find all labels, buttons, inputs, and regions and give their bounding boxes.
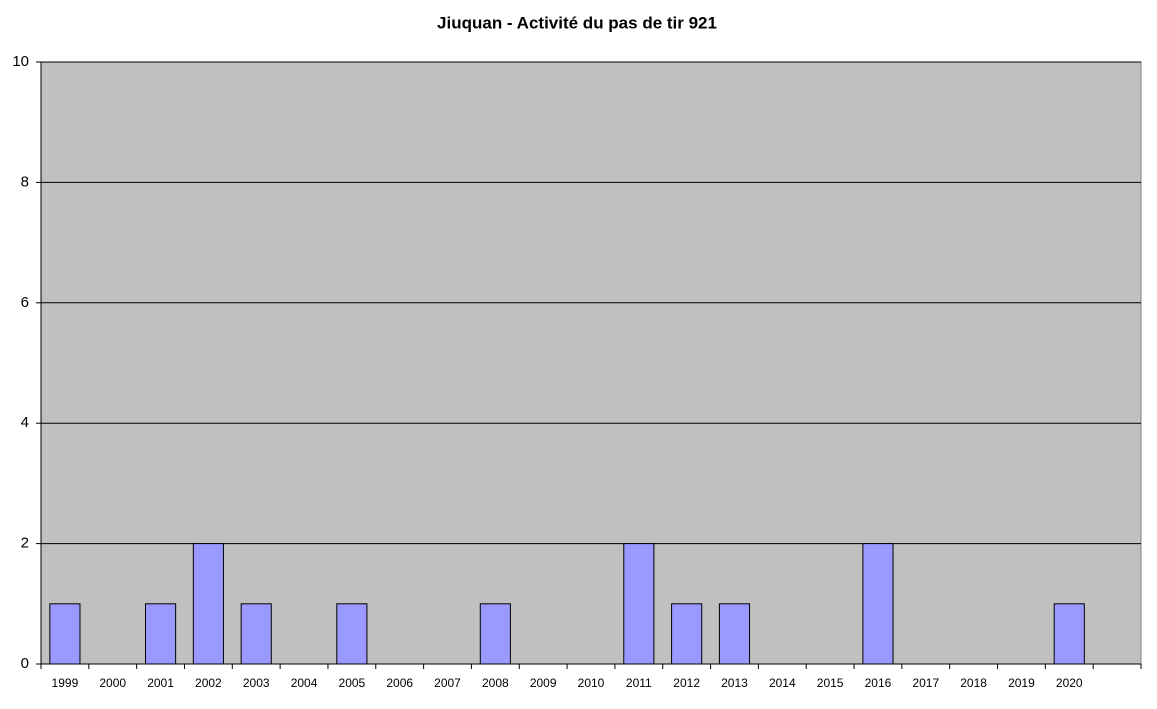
x-tick-label: 2018: [960, 676, 987, 690]
bar: [192, 543, 224, 665]
x-tick-label: 2002: [195, 676, 222, 690]
x-tick-label: 2001: [147, 676, 174, 690]
x-tick-label: 2008: [482, 676, 509, 690]
y-tick-label: 0: [21, 655, 29, 672]
y-tick-label: 6: [21, 294, 29, 311]
bar: [1053, 603, 1085, 665]
bar: [479, 603, 511, 665]
bar: [49, 603, 81, 665]
bar: [145, 603, 177, 665]
x-tick-label: 1999: [52, 676, 79, 690]
x-tick-label: 2003: [243, 676, 270, 690]
x-tick-label: 2020: [1056, 676, 1083, 690]
x-tick-label: 2006: [386, 676, 413, 690]
bar: [336, 603, 368, 665]
x-tick-label: 2005: [339, 676, 366, 690]
x-tick-label: 2009: [530, 676, 557, 690]
x-tick-label: 2004: [291, 676, 318, 690]
bar: [862, 543, 894, 665]
bar: [623, 543, 655, 665]
x-tick-label: 2014: [769, 676, 796, 690]
y-tick-label: 8: [21, 173, 29, 190]
x-tick-label: 2015: [817, 676, 844, 690]
plot-area: [40, 61, 1142, 665]
x-tick-label: 2000: [99, 676, 126, 690]
x-tick-label: 2013: [721, 676, 748, 690]
x-tick-label: 2016: [865, 676, 892, 690]
x-tick-label: 2010: [578, 676, 605, 690]
y-tick-label: 2: [21, 535, 29, 552]
x-tick-label: 2017: [912, 676, 939, 690]
y-tick-label: 10: [12, 53, 29, 70]
bar: [718, 603, 751, 665]
bar: [671, 603, 703, 665]
x-tick-label: 2019: [1008, 676, 1035, 690]
y-tick-label: 4: [21, 414, 29, 431]
bar: [240, 603, 272, 665]
x-tick-label: 2012: [673, 676, 700, 690]
chart-title: Jiuquan - Activité du pas de tir 921: [437, 13, 717, 32]
x-tick-label: 2007: [434, 676, 461, 690]
x-tick-label: 2011: [626, 676, 652, 690]
